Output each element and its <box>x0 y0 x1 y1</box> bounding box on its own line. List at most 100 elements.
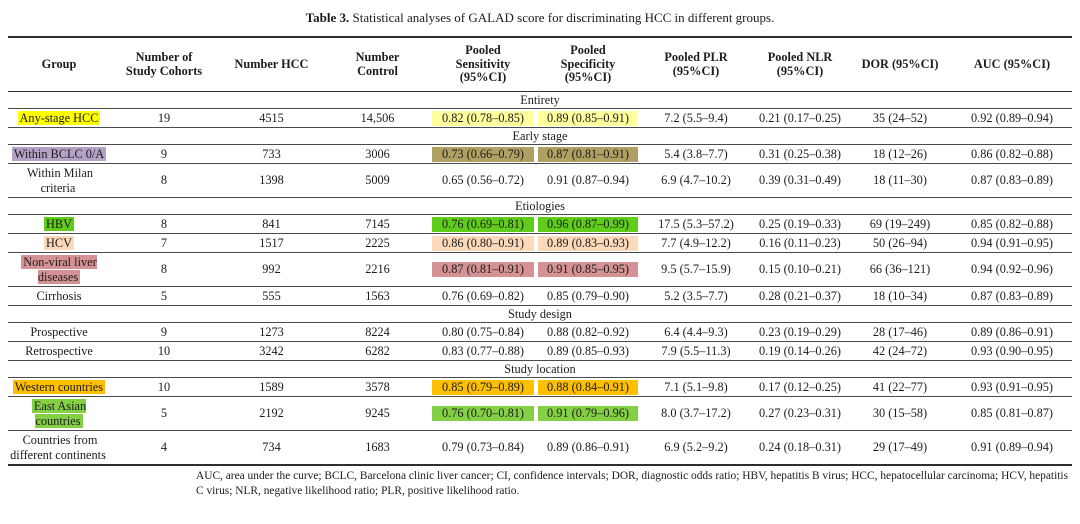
cell-value: 0.87 (0.81–0.91) <box>432 262 534 278</box>
specificity-cell: 0.88 (0.82–0.92) <box>536 323 640 342</box>
number-hcc-cell: 2192 <box>218 397 325 431</box>
cell-value: 9 <box>160 146 168 161</box>
auc-cell: 0.85 (0.81–0.87) <box>952 397 1072 431</box>
col-header-auc: AUC (95%CI) <box>952 36 1072 93</box>
group-cell: Retrospective <box>8 342 110 361</box>
number-hcc-cell: 555 <box>218 287 325 306</box>
table-row: Western countries 10 1589 3578 0.85 (0.79–0.… <box>8 377 1072 397</box>
number-control-cell: 9245 <box>325 397 430 431</box>
col-header-pooled-specificity: Pooled Specificity (95%CI) <box>536 36 640 93</box>
plr-cell: 5.4 (3.8–7.7) <box>640 145 752 164</box>
number-hcc-cell: 733 <box>218 145 325 164</box>
table-row: East Asian countries 5 2192 9245 0.76 (0.70–… <box>8 396 1072 431</box>
section-label: Entirety <box>520 93 560 108</box>
table-header: Group Number of Study Cohorts Number HCC… <box>8 36 1072 93</box>
section-row: Entirety <box>8 92 1072 109</box>
nlr-cell: 0.24 (0.18–0.31) <box>752 431 848 466</box>
table-row: Non-viral liver diseases 8 992 2216 0.87 (0.… <box>8 252 1072 287</box>
nlr-cell: 0.23 (0.19–0.29) <box>752 323 848 342</box>
number-hcc-cell: 1517 <box>218 234 325 253</box>
cell-value: 0.85 (0.79–0.89) <box>432 379 534 395</box>
auc-cell: 0.94 (0.91–0.95) <box>952 234 1072 253</box>
cell-value: 0.28 (0.21–0.37) <box>759 288 841 303</box>
nlr-cell: 0.19 (0.14–0.26) <box>752 342 848 361</box>
group-label: HCV <box>44 235 74 250</box>
dor-cell: 18 (12–26) <box>848 145 952 164</box>
cell-value: 0.76 (0.69–0.81) <box>432 216 534 232</box>
dor-cell: 18 (11–30) <box>848 164 952 198</box>
cell-value: 8 <box>160 173 168 188</box>
auc-cell: 0.87 (0.83–0.89) <box>952 164 1072 198</box>
section-row: Study design <box>8 305 1072 323</box>
cell-value: 17.5 (5.3–57.2) <box>658 216 734 231</box>
nlr-cell: 0.15 (0.10–0.21) <box>752 253 848 287</box>
cell-value: 6.9 (5.2–9.2) <box>664 440 728 455</box>
cell-value: 0.94 (0.92–0.96) <box>971 262 1053 277</box>
dor-cell: 35 (24–52) <box>848 109 952 128</box>
table-caption: Table 3. Statistical analyses of GALAD s… <box>8 10 1072 27</box>
cell-value: 42 (24–72) <box>872 343 928 358</box>
cell-value: 841 <box>262 216 281 231</box>
study-cohorts-cell: 8 <box>110 164 218 198</box>
cell-value: 0.73 (0.66–0.79) <box>432 146 534 162</box>
number-hcc-cell: 4515 <box>218 109 325 128</box>
section-label: Study design <box>508 307 572 322</box>
study-cohorts-cell: 7 <box>110 234 218 253</box>
cell-value: 733 <box>262 146 281 161</box>
sensitivity-cell: 0.79 (0.73–0.84) <box>430 431 536 466</box>
col-header-pooled-nlr: Pooled NLR (95%CI) <box>752 36 848 93</box>
specificity-cell: 0.91 (0.85–0.95) <box>536 253 640 287</box>
cell-value: 10 <box>157 343 171 358</box>
table-row: Cirrhosis 5 555 1563 0.76 (0.69–0.82) 0.85 (0… <box>8 286 1072 306</box>
group-label: Within Milan criteria <box>26 165 94 195</box>
cell-value: 0.85 (0.79–0.90) <box>547 288 629 303</box>
sensitivity-cell: 0.76 (0.70–0.81) <box>430 397 536 431</box>
study-cohorts-cell: 8 <box>110 253 218 287</box>
plr-cell: 7.2 (5.5–9.4) <box>640 109 752 128</box>
caption-label: Table 3. <box>305 10 350 25</box>
number-control-cell: 2216 <box>325 253 430 287</box>
number-hcc-cell: 841 <box>218 215 325 234</box>
number-hcc-cell: 1398 <box>218 164 325 198</box>
cell-value: 0.89 (0.85–0.93) <box>547 343 629 358</box>
sensitivity-cell: 0.76 (0.69–0.81) <box>430 215 536 234</box>
dor-cell: 66 (36–121) <box>848 253 952 287</box>
number-control-cell: 1563 <box>325 287 430 306</box>
specificity-cell: 0.88 (0.84–0.91) <box>536 378 640 397</box>
sensitivity-cell: 0.80 (0.75–0.84) <box>430 323 536 342</box>
cell-value: 2192 <box>259 406 284 421</box>
col-header-number-control: Number Control <box>325 36 430 93</box>
cell-value: 1398 <box>259 173 284 188</box>
section-label: Early stage <box>512 129 568 144</box>
cell-value: 18 (12–26) <box>872 146 928 161</box>
cell-value: 1517 <box>259 235 284 250</box>
number-control-cell: 7145 <box>325 215 430 234</box>
specificity-cell: 0.96 (0.87–0.99) <box>536 215 640 234</box>
cell-value: 0.76 (0.69–0.82) <box>442 288 524 303</box>
cell-value: 555 <box>262 288 281 303</box>
group-label: Non-viral liver diseases <box>21 254 97 284</box>
cell-value: 0.25 (0.19–0.33) <box>759 216 841 231</box>
nlr-cell: 0.39 (0.31–0.49) <box>752 164 848 198</box>
group-label: Within BCLC 0/A <box>11 146 107 161</box>
table-footnote: AUC, area under the curve; BCLC, Barcelo… <box>196 470 1068 498</box>
cell-value: 0.96 (0.87–0.99) <box>538 216 638 232</box>
cell-value: 14,506 <box>360 110 395 125</box>
cell-value: 5 <box>160 288 168 303</box>
group-label: Cirrhosis <box>36 288 82 303</box>
sensitivity-cell: 0.87 (0.81–0.91) <box>430 253 536 287</box>
group-label: Countries from different continents <box>10 432 106 462</box>
study-cohorts-cell: 5 <box>110 397 218 431</box>
auc-cell: 0.94 (0.92–0.96) <box>952 253 1072 287</box>
cell-value: 6282 <box>365 343 390 358</box>
dor-cell: 50 (26–94) <box>848 234 952 253</box>
cell-value: 3006 <box>365 146 390 161</box>
cell-value: 0.88 (0.84–0.91) <box>538 379 638 395</box>
nlr-cell: 0.21 (0.17–0.25) <box>752 109 848 128</box>
cell-value: 0.86 (0.80–0.91) <box>432 235 534 251</box>
table-row: Retrospective 10 3242 6282 0.83 (0.77–0.88) 0… <box>8 341 1072 361</box>
cell-value: 7.7 (4.9–12.2) <box>661 235 731 250</box>
nlr-cell: 0.25 (0.19–0.33) <box>752 215 848 234</box>
specificity-cell: 0.89 (0.85–0.91) <box>536 109 640 128</box>
sensitivity-cell: 0.76 (0.69–0.82) <box>430 287 536 306</box>
